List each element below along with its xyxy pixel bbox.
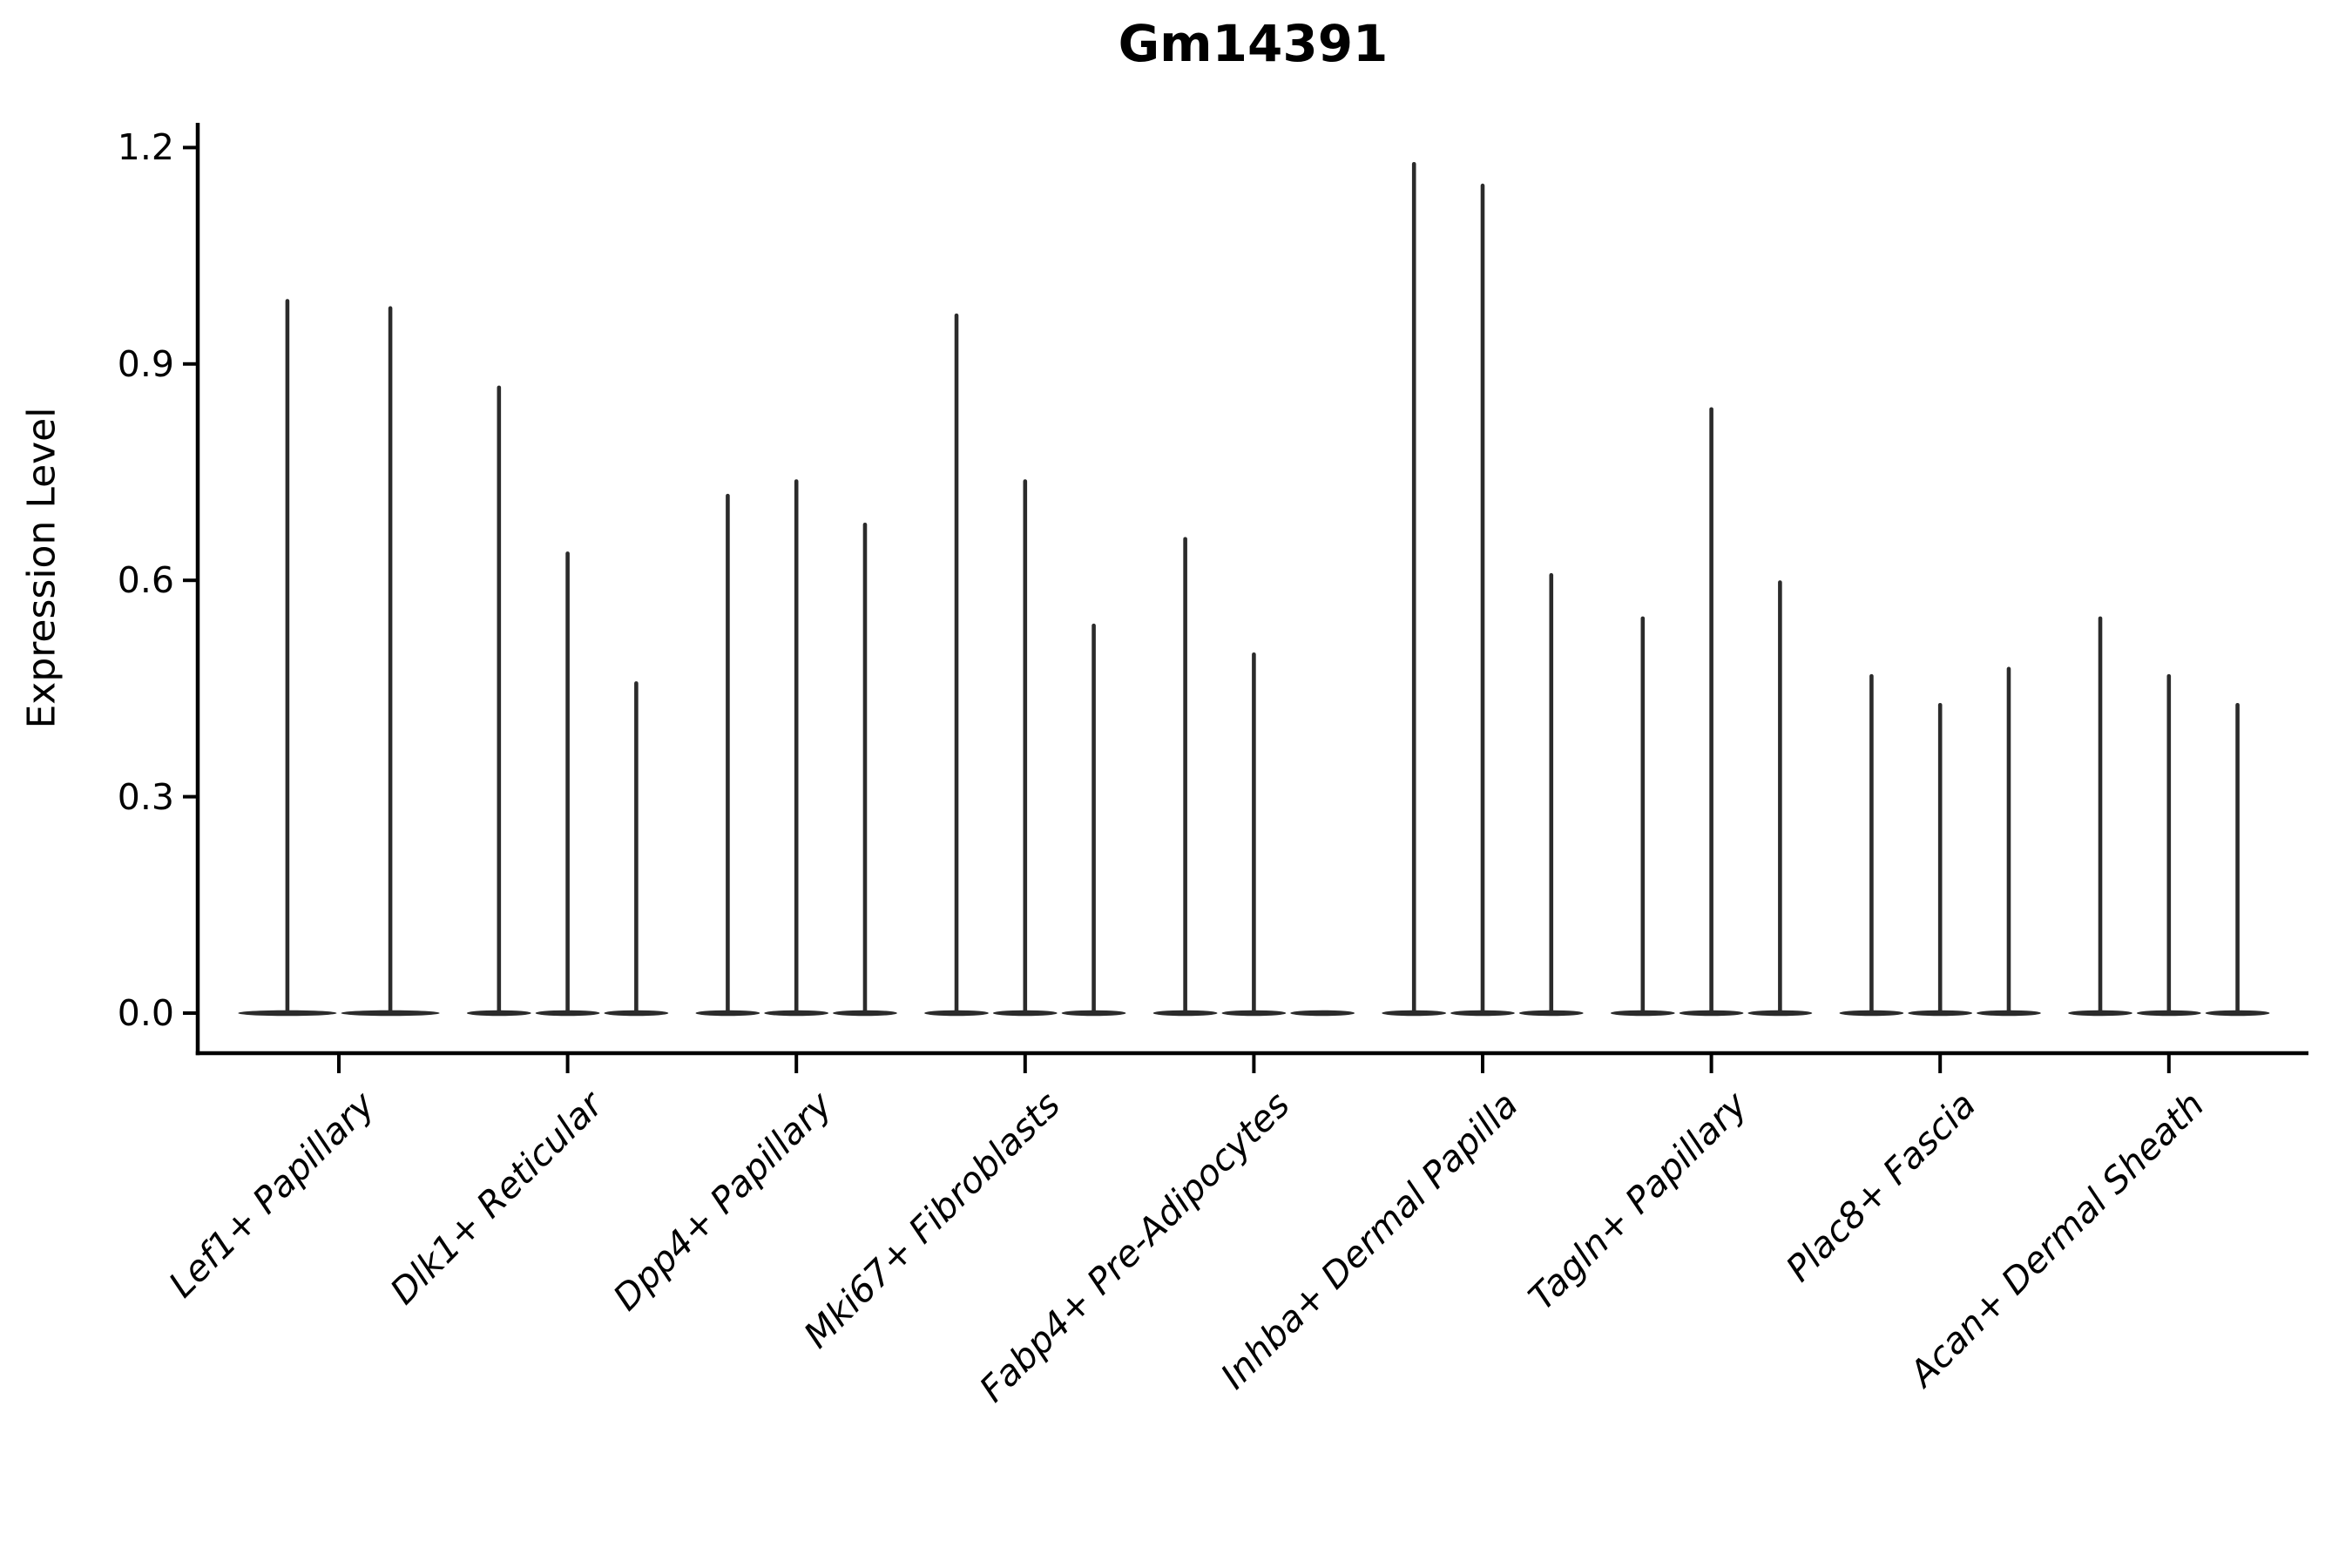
violin-spike (1937, 702, 1943, 1013)
violin-spike (1869, 673, 1874, 1013)
violin-spike (497, 385, 502, 1013)
violin-spike (1092, 623, 1096, 1013)
violin-base (1290, 1010, 1355, 1017)
chart-title: Gm14391 (1118, 14, 1389, 73)
violin-spike (1549, 572, 1554, 1013)
violin-spike (1709, 407, 1713, 1014)
violin-spike (1480, 183, 1485, 1014)
violin-spike (2006, 666, 2011, 1013)
y-tick-label: 1.2 (117, 126, 174, 169)
violin-spike (285, 299, 290, 1013)
violin-spike (634, 681, 639, 1013)
violin-spike (1640, 616, 1646, 1013)
violin-spike (388, 306, 393, 1013)
y-tick-label: 0.0 (117, 992, 174, 1034)
violin-spike (726, 493, 730, 1013)
violin-spike (954, 313, 959, 1014)
violin-spike (1411, 161, 1416, 1013)
y-tick-label: 0.3 (117, 775, 174, 818)
violin-spike (2098, 616, 2103, 1013)
violin-spike (1023, 479, 1028, 1013)
violin-spike (2235, 702, 2240, 1013)
violin-spike (565, 551, 570, 1013)
violin-spike (1252, 652, 1256, 1013)
violin-spike (862, 522, 868, 1013)
violin-spike (1778, 580, 1782, 1013)
y-tick-label: 0.6 (117, 559, 174, 602)
violin-spike (794, 479, 799, 1013)
violin-spike (1183, 537, 1187, 1013)
violin-spike (2166, 673, 2172, 1013)
y-tick-label: 0.9 (117, 342, 174, 385)
